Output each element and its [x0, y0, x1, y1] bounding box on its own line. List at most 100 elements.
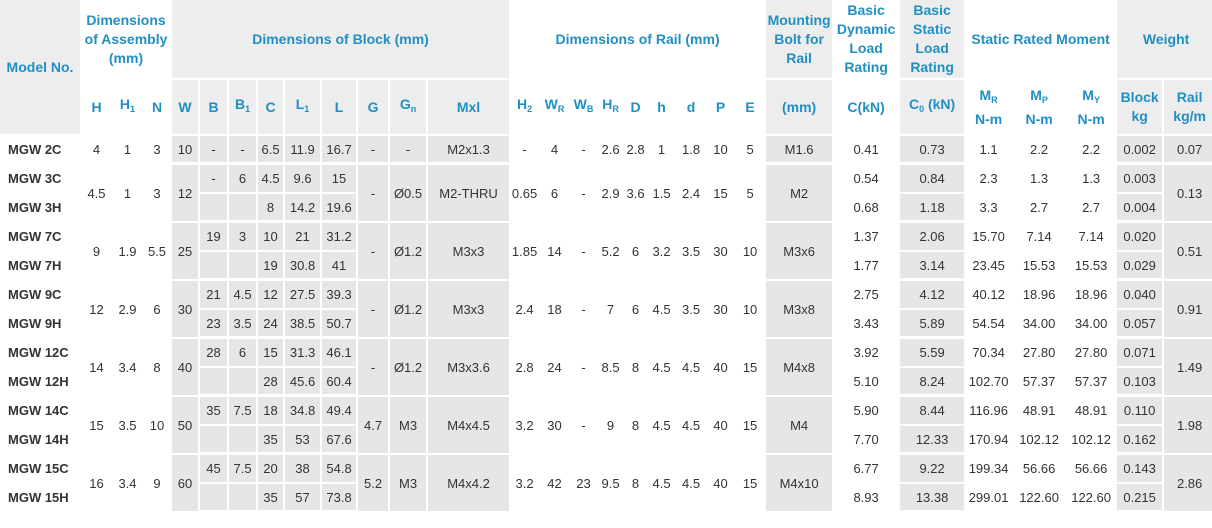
cell-w: 30	[172, 281, 201, 339]
cell-stat: 4.12	[900, 281, 967, 310]
cell-wr: 6	[540, 165, 572, 223]
table-row: MGW 7H 19 30.8 41 1.77 3.14 23.45 15.53 15.53 0.0…	[0, 252, 1212, 281]
cell-b1	[229, 368, 259, 397]
sym-H1-main: H	[119, 96, 131, 112]
cell-wb: 23	[571, 455, 599, 513]
table-row: MGW 7C 9 1.9 5.5 25 19 3 10 21 31.2- Ø1.2 M3x3 1.85 1…	[0, 223, 1212, 281]
cell-wrail: 0.91	[1164, 281, 1212, 339]
cell-l1: 9.6	[285, 165, 323, 194]
cell-b: 35	[200, 397, 230, 426]
cell-dyn: 6.77	[834, 455, 901, 484]
cell-mp: 34.00	[1013, 310, 1068, 339]
sym-MR: MR N-m	[966, 80, 1014, 136]
cell-mr: 102.70	[966, 368, 1014, 397]
cell-dyn: 2.75	[834, 281, 901, 310]
cell-hr: 7	[598, 281, 626, 339]
cell-my: 102.12	[1067, 426, 1118, 455]
stat-unit-sub: 0	[919, 104, 925, 114]
cell-dyn: 0.54	[834, 165, 901, 194]
spec-table: Model No. Dimensions of Assembly (mm) Di…	[0, 0, 1212, 513]
cell-d: 4.5	[677, 339, 708, 397]
cell-gn: -	[390, 136, 429, 165]
cell-l: 41	[322, 252, 359, 281]
cell-wrail: 0.13	[1164, 165, 1212, 223]
cell-wrail: 2.86	[1164, 455, 1212, 513]
sym-Gn-sub: n	[410, 104, 417, 114]
cell-gn: Ø1.2	[390, 223, 429, 281]
cell-e: 15	[736, 397, 767, 455]
cell-wrail: 1.98	[1164, 397, 1212, 455]
cell-l: 60.4	[322, 368, 359, 397]
cell-mp: 2.7	[1013, 194, 1068, 223]
model-cell: MGW 3C	[0, 165, 82, 194]
cell-wb: -	[571, 223, 599, 281]
cell-h: 14	[82, 339, 113, 397]
cell-wblock: 0.071	[1117, 339, 1165, 368]
sym-MP-main: M	[1030, 86, 1042, 103]
cell-wb: -	[571, 281, 599, 339]
cell-d: 4.5	[677, 397, 708, 455]
cell-b	[200, 426, 230, 455]
cell-l1: 11.9	[285, 136, 323, 165]
model-cell: MGW 12C	[0, 339, 82, 368]
sym-dyn-unit-main: C(kN)	[847, 98, 885, 115]
cell-h2: -	[511, 136, 541, 165]
header-assembly: Dimensions of Assembly (mm)	[82, 0, 173, 80]
cell-c: 8	[258, 194, 286, 223]
sym-MR-sub: R	[991, 94, 998, 105]
cell-stat: 13.38	[900, 484, 967, 513]
sym-B-main: B	[208, 98, 219, 115]
cell-h: 12	[82, 281, 113, 339]
sym-block-weight: Block kg	[1117, 80, 1165, 136]
sym-h-main: h	[657, 98, 666, 115]
cell-w: 12	[172, 165, 201, 223]
cell-h1: 2.9	[113, 281, 144, 339]
cell-mp: 1.3	[1013, 165, 1068, 194]
cell-mr: 1.1	[966, 136, 1014, 165]
sym-Gn: Gn	[390, 80, 429, 136]
cell-hr: 8.5	[598, 339, 626, 397]
cell-e: 15	[736, 339, 767, 397]
sym-E: E	[736, 80, 767, 136]
sym-P: P	[707, 80, 737, 136]
cell-c: 15	[258, 339, 286, 368]
cell-b1: 6	[229, 339, 259, 368]
cell-bolt: M3x8	[766, 281, 835, 339]
cell-l1: 27.5	[285, 281, 323, 310]
cell-wrail: 0.51	[1164, 223, 1212, 281]
model-cell: MGW 2C	[0, 136, 82, 165]
cell-l1: 45.6	[285, 368, 323, 397]
cell-wblock: 0.020	[1117, 223, 1165, 252]
cell-gn: Ø0.5	[390, 165, 429, 223]
cell-n: 9	[144, 455, 173, 513]
cell-p: 40	[707, 397, 737, 455]
cell-b1	[229, 484, 259, 513]
cell-stat: 8.44	[900, 397, 967, 426]
cell-n: 10	[144, 397, 173, 455]
cell-bolt: M4x10	[766, 455, 835, 513]
cell-stat: 0.84	[900, 165, 967, 194]
header-block: Dimensions of Block (mm)	[172, 0, 512, 80]
sym-MY-sub: Y	[1093, 94, 1100, 105]
cell-mr: 40.12	[966, 281, 1014, 310]
cell-h: 4.5	[82, 165, 113, 223]
cell-w: 10	[172, 136, 201, 165]
cell-wrail: 1.49	[1164, 339, 1212, 397]
model-cell: MGW 14C	[0, 397, 82, 426]
sym-H1: H1	[113, 80, 144, 136]
cell-wblock: 0.004	[1117, 194, 1165, 223]
sym-C: C	[258, 80, 286, 136]
cell-mr: 15.70	[966, 223, 1014, 252]
cell-p: 40	[707, 339, 737, 397]
cell-d: 3.5	[677, 281, 708, 339]
header-static: Basic Static Load Rating	[900, 0, 967, 80]
cell-stat: 2.06	[900, 223, 967, 252]
sym-L1-sub: 1	[304, 104, 310, 114]
cell-hr: 2.9	[598, 165, 626, 223]
sym-rail-weight: Rail kg/m	[1164, 80, 1212, 136]
sym-Gn-main: G	[399, 96, 411, 112]
cell-stat: 8.24	[900, 368, 967, 397]
header-moment: Static Rated Moment	[966, 0, 1118, 80]
cell-stat: 12.33	[900, 426, 967, 455]
cell-dyn: 1.77	[834, 252, 901, 281]
